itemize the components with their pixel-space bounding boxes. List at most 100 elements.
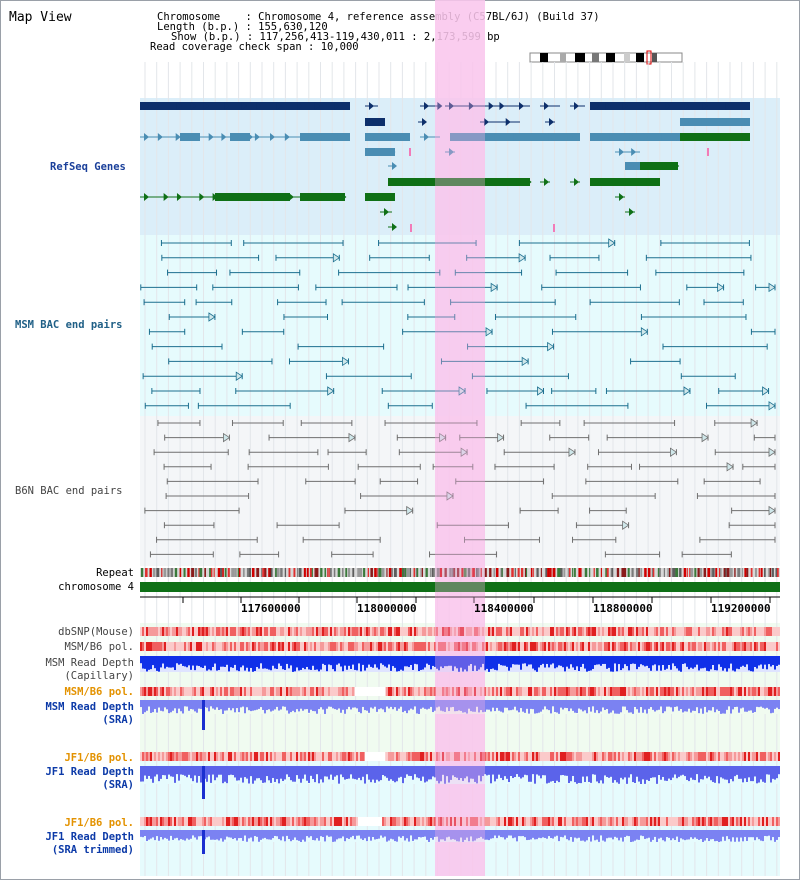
heat-cell <box>152 687 154 696</box>
depth-bar <box>348 700 350 707</box>
jf1-b6-pol-label-2[interactable]: JF1/B6 pol. <box>64 817 134 829</box>
depth-bar <box>632 656 634 664</box>
refseq-genes[interactable] <box>140 102 750 232</box>
depth-bar <box>386 766 388 778</box>
heat-cell <box>346 687 348 696</box>
heat-cell <box>344 627 346 636</box>
heat-cell <box>542 687 544 696</box>
heat-cell <box>498 627 500 636</box>
msm-read-depth-capillary-label[interactable]: MSM Read Depth <box>45 657 134 669</box>
heat-cell <box>396 642 398 651</box>
heat-cell <box>212 627 214 636</box>
heat-cell <box>302 687 304 696</box>
msm-read-depth-sra-sub: (SRA) <box>102 714 134 726</box>
depth-bar <box>230 656 232 668</box>
depth-bar <box>670 830 672 841</box>
repeat-element <box>357 568 360 577</box>
depth-bar <box>552 766 554 781</box>
heat-cell <box>442 687 444 696</box>
jf1-b6-pol-label[interactable]: JF1/B6 pol. <box>64 752 134 764</box>
heat-cell <box>650 687 652 696</box>
depth-bar <box>766 700 768 708</box>
depth-bar <box>772 700 774 713</box>
heat-cell <box>214 642 216 651</box>
depth-bar <box>414 700 416 707</box>
msm-read-depth-sra-label[interactable]: MSM Read Depth <box>45 701 134 713</box>
heat-cell <box>486 642 488 651</box>
heat-cell <box>516 817 518 826</box>
gene-strand-arrow <box>234 133 239 141</box>
depth-bar <box>728 766 730 784</box>
b6n-bac-track-label[interactable]: B6N BAC end pairs <box>15 485 123 497</box>
depth-bar <box>474 830 476 841</box>
depth-bar <box>368 700 370 713</box>
heat-cell <box>438 687 440 696</box>
depth-bar <box>632 830 634 842</box>
gene-strand-arrow <box>297 102 303 110</box>
msm-b6-pol-label-2[interactable]: MSM/B6 pol. <box>64 686 134 698</box>
heat-cell <box>226 642 228 651</box>
jf1-read-depth-sra-label[interactable]: JF1 Read Depth <box>45 766 134 778</box>
lower-tracks[interactable] <box>140 627 780 854</box>
depth-bar <box>340 700 342 713</box>
heat-cell <box>202 642 204 651</box>
jf1-read-depth-trimmed-label[interactable]: JF1 Read Depth <box>45 831 134 843</box>
refseq-track-label[interactable]: RefSeq Genes <box>50 161 126 173</box>
msm-bac-pairs[interactable] <box>140 238 776 411</box>
depth-bar <box>504 766 506 777</box>
b6n-bac-pairs[interactable] <box>144 418 776 558</box>
depth-bar <box>276 766 278 780</box>
depth-bar <box>322 656 324 664</box>
depth-bar <box>184 766 186 776</box>
repeat-element <box>416 568 419 577</box>
heat-cell <box>718 642 720 651</box>
heat-cell <box>168 627 170 636</box>
gene-strand-arrow <box>319 133 325 141</box>
depth-bar <box>438 700 440 707</box>
depth-bar <box>502 656 504 666</box>
heat-cell <box>476 687 478 696</box>
heat-cell <box>552 687 554 696</box>
depth-bar <box>650 700 652 708</box>
depth-bar <box>178 700 180 709</box>
heat-cell <box>278 642 280 651</box>
chromosome-track-label[interactable]: chromosome 4 <box>58 581 134 593</box>
depth-bar <box>436 656 438 669</box>
heat-cell <box>388 642 390 651</box>
msm-bac-track-label[interactable]: MSM BAC end pairs <box>15 319 123 331</box>
bac-end-arrow <box>768 505 776 516</box>
depth-bar <box>660 830 662 838</box>
depth-bar <box>196 766 198 783</box>
msm-b6-pol-label[interactable]: MSM/B6 pol. <box>64 641 134 653</box>
dbsnp-track-label[interactable]: dbSNP(Mouse) <box>58 626 134 638</box>
repeat-track[interactable] <box>140 568 780 577</box>
heat-cell <box>268 817 270 826</box>
chromosome-ideogram[interactable] <box>529 50 683 65</box>
depth-bar <box>216 700 218 708</box>
heat-cell <box>528 687 530 696</box>
heat-cell <box>678 817 680 826</box>
depth-bar <box>390 830 392 839</box>
depth-bar <box>654 766 656 778</box>
heat-cell <box>296 642 298 651</box>
repeat-track-label[interactable]: Repeat <box>96 567 134 579</box>
depth-bar <box>766 766 768 775</box>
heat-cell <box>308 817 310 826</box>
depth-bar <box>492 830 494 839</box>
heat-cell <box>678 642 680 651</box>
heat-cell <box>502 642 504 651</box>
depth-bar <box>662 656 664 665</box>
depth-bar <box>676 830 678 837</box>
chromosome-bar[interactable] <box>140 582 780 592</box>
heat-cell <box>590 642 592 651</box>
gene-strand-arrow <box>314 102 320 110</box>
heat-cell <box>506 627 508 636</box>
heat-cell <box>154 752 156 761</box>
depth-bar <box>618 656 620 665</box>
heat-cell <box>492 687 494 696</box>
depth-bar <box>350 830 352 838</box>
depth-bar <box>402 766 404 784</box>
depth-bar <box>368 656 370 665</box>
depth-bar <box>612 656 614 672</box>
heat-cell <box>316 687 318 696</box>
